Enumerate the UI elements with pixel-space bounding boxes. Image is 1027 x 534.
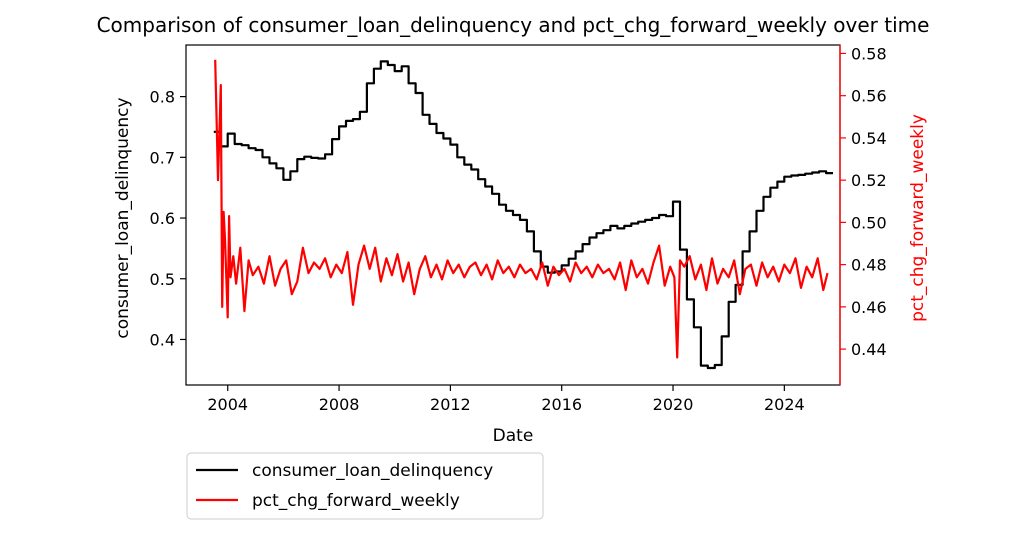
left-series-group: [213, 60, 833, 370]
y-right-tick-label: 0.54: [851, 129, 887, 148]
x-tick-label: 2004: [207, 395, 248, 414]
y-right-tick-label: 0.52: [851, 171, 887, 190]
y-left-tick-label: 0.7: [150, 148, 175, 167]
y-left-tick-label: 0.8: [150, 88, 175, 107]
y-right-tick-label: 0.50: [851, 213, 887, 232]
plot-area: [185, 44, 841, 386]
y-left-tick-label: 0.5: [150, 270, 175, 289]
y-right-tick-label: 0.48: [851, 256, 887, 275]
series-line-consumer-loan-delinquency: [213, 60, 833, 370]
right-series-group: [214, 59, 829, 359]
y-right-tick-label: 0.44: [851, 340, 887, 359]
y-axis-left: 0.4 0.5 0.6 0.7 0.8: [150, 88, 186, 349]
legend-label-pct-chg: pct_chg_forward_weekly: [252, 491, 460, 511]
y-right-tick-label: 0.58: [851, 44, 887, 63]
y-axis-right-label: pct_chg_forward_weekly: [908, 114, 928, 322]
y-axis-left-label: consumer_loan_delinquency: [113, 97, 133, 338]
y-left-tick-label: 0.6: [150, 209, 175, 228]
x-tick-label: 2016: [541, 395, 582, 414]
legend-box: [186, 452, 544, 520]
y-axis-right: 0.44 0.46 0.48 0.50 0.52 0.54 0.56 0.58: [840, 44, 887, 359]
y-right-tick-label: 0.46: [851, 298, 887, 317]
x-tick-label: 2008: [319, 395, 360, 414]
x-tick-label: 2012: [430, 395, 471, 414]
x-axis: 2004 2008 2012 2016 2020 2024: [207, 385, 805, 414]
x-tick-label: 2024: [764, 395, 805, 414]
legend: consumer_loan_delinquency pct_chg_forwar…: [186, 452, 544, 520]
series-line-pct-chg-forward-weekly: [214, 59, 829, 359]
chart-title: Comparison of consumer_loan_delinquency …: [97, 13, 930, 37]
x-axis-label: Date: [493, 426, 534, 446]
x-tick-label: 2020: [653, 395, 694, 414]
y-right-tick-label: 0.56: [851, 87, 887, 106]
legend-label-delinquency: consumer_loan_delinquency: [252, 461, 493, 481]
y-left-tick-label: 0.4: [150, 330, 175, 349]
